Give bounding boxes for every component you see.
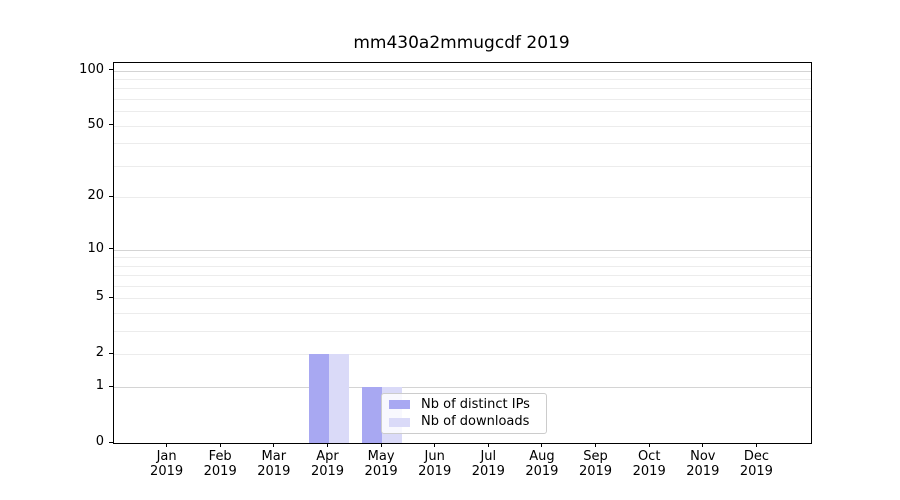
x-tick-year-oct: 2019 <box>632 464 666 479</box>
y-tick-mark-0 <box>109 441 113 443</box>
bar-distinct-ips-apr <box>308 354 329 443</box>
x-tick-mark-jan <box>166 443 168 447</box>
x-tick-year-nov: 2019 <box>686 464 720 479</box>
gridline-y-6 <box>114 286 811 287</box>
x-tick-month-nov: Nov <box>690 449 716 464</box>
x-tick-label-aug: Aug 2019 <box>510 449 574 479</box>
legend-label-downloads: Nb of downloads <box>421 414 530 430</box>
x-tick-label-may: May 2019 <box>349 449 413 479</box>
x-tick-month-oct: Oct <box>637 449 661 464</box>
legend: Nb of distinct IPs Nb of downloads <box>381 393 547 434</box>
x-tick-month-apr: Apr <box>316 449 339 464</box>
y-tick-mark-50 <box>109 124 113 126</box>
gridline-y-3 <box>114 331 811 333</box>
gridline-y-5 <box>114 298 811 300</box>
x-tick-label-jun: Jun 2019 <box>403 449 467 479</box>
x-tick-mark-aug <box>541 443 543 447</box>
x-tick-mark-may <box>380 443 382 447</box>
x-tick-month-jan: Jan <box>156 449 177 464</box>
x-tick-label-feb: Feb 2019 <box>188 449 252 479</box>
x-tick-label-mar: Mar 2019 <box>242 449 306 479</box>
legend-swatch-downloads <box>389 417 410 427</box>
y-tick-label-50: 50 <box>87 116 104 132</box>
x-tick-year-aug: 2019 <box>525 464 559 479</box>
x-tick-month-sep: Sep <box>583 449 608 464</box>
gridline-y-90 <box>114 79 811 80</box>
x-tick-month-dec: Dec <box>743 449 769 464</box>
x-tick-label-sep: Sep 2019 <box>564 449 628 479</box>
gridline-y-80 <box>114 88 811 90</box>
x-tick-mark-nov <box>702 443 704 447</box>
x-tick-mark-apr <box>327 443 328 447</box>
x-tick-label-apr: Apr 2019 <box>296 449 360 479</box>
y-tick-label-2: 2 <box>95 345 104 361</box>
x-tick-year-sep: 2019 <box>578 464 613 479</box>
x-tick-mark-dec <box>755 443 757 447</box>
x-tick-mark-feb <box>219 443 221 447</box>
x-tick-mark-jun <box>434 443 436 447</box>
x-tick-label-oct: Oct 2019 <box>617 449 681 479</box>
plot-area: Nb of distinct IPs Nb of downloads <box>113 62 812 444</box>
x-tick-year-apr: 2019 <box>310 464 345 479</box>
x-tick-mark-mar <box>273 443 275 447</box>
gridline-y-4 <box>114 313 811 315</box>
legend-entry-downloads: Nb of downloads <box>389 414 539 431</box>
x-tick-year-feb: 2019 <box>203 464 237 479</box>
x-tick-year-dec: 2019 <box>739 464 773 479</box>
bar-downloads-apr <box>328 354 349 443</box>
y-tick-label-20: 20 <box>87 188 104 204</box>
y-tick-mark-100 <box>109 69 113 71</box>
x-tick-mark-oct <box>648 443 650 447</box>
bar-distinct-ips-may <box>362 387 383 443</box>
y-tick-label-1: 1 <box>95 378 104 394</box>
x-tick-label-jan: Jan 2019 <box>135 449 199 479</box>
x-tick-mark-jul <box>487 443 489 447</box>
x-tick-label-jul: Jul 2019 <box>456 449 520 479</box>
x-tick-year-jun: 2019 <box>418 464 452 479</box>
gridline-y-40 <box>114 143 811 145</box>
gridline-y-70 <box>114 99 811 101</box>
gridline-y-30 <box>114 165 811 167</box>
x-tick-month-feb: Feb <box>208 449 232 464</box>
gridline-y-20 <box>114 197 811 199</box>
x-tick-month-may: May <box>367 449 395 464</box>
x-tick-year-jan: 2019 <box>150 464 184 479</box>
x-tick-year-may: 2019 <box>364 464 398 479</box>
chart-title: mm430a2mmugcdf 2019 <box>353 33 570 53</box>
major-gridline-y-100 <box>114 70 811 72</box>
x-tick-month-mar: Mar <box>261 449 287 464</box>
gridline-y-8 <box>114 265 811 267</box>
legend-entry-distinct-ips: Nb of distinct IPs <box>389 396 539 413</box>
gridline-y-50 <box>114 125 811 127</box>
y-tick-label-0: 0 <box>95 434 104 449</box>
x-tick-mark-sep <box>595 443 596 447</box>
x-tick-month-aug: Aug <box>529 449 555 464</box>
x-tick-month-jul: Jul <box>480 449 497 464</box>
x-tick-year-mar: 2019 <box>257 464 291 479</box>
y-tick-mark-1 <box>109 385 113 387</box>
gridline-y-9 <box>114 257 811 259</box>
gridline-y-2 <box>114 354 811 356</box>
x-tick-year-jul: 2019 <box>471 464 505 479</box>
legend-label-distinct-ips: Nb of distinct IPs <box>421 396 530 412</box>
y-tick-mark-20 <box>109 195 113 197</box>
legend-swatch-distinct-ips <box>389 400 410 410</box>
x-tick-month-jun: Jun <box>424 449 445 464</box>
y-tick-label-10: 10 <box>87 240 104 256</box>
y-tick-mark-10 <box>109 248 113 249</box>
major-gridline-y-10 <box>114 249 811 251</box>
x-tick-label-dec: Dec 2019 <box>724 449 788 479</box>
y-tick-label-100: 100 <box>79 61 104 77</box>
y-tick-mark-5 <box>109 296 113 298</box>
gridline-y-7 <box>114 275 811 277</box>
gridline-y-60 <box>114 111 811 113</box>
y-tick-label-5: 5 <box>95 289 104 305</box>
major-gridline-y-1 <box>114 387 811 389</box>
x-tick-label-nov: Nov 2019 <box>671 449 735 479</box>
y-tick-mark-2 <box>109 352 113 354</box>
